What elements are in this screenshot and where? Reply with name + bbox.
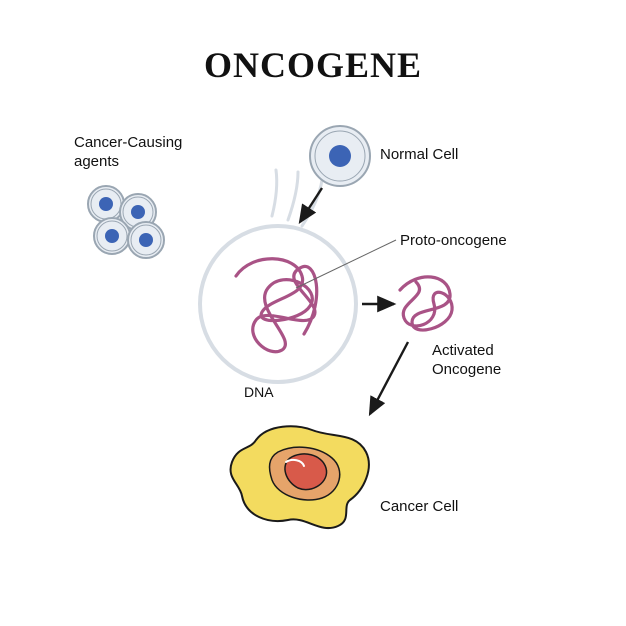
normal-to-dna-arrow — [300, 188, 322, 222]
cancer-cell-icon — [231, 426, 369, 528]
diagram-stage: ONCOGENE Cancer-Causing agents Normal Ce… — [0, 0, 626, 626]
cancer-causing-agents-icon — [88, 186, 164, 258]
oncogene-to-cancer-arrow — [370, 342, 408, 414]
cancer-causing-agents-label: Cancer-Causing agents — [74, 134, 182, 172]
normal-cell-icon — [310, 126, 370, 186]
proto-oncogene-label: Proto-oncogene — [400, 232, 507, 251]
activated-oncogene-label: Activated Oncogene — [432, 342, 501, 380]
diagram-svg — [0, 0, 626, 626]
proto-oncogene-leader-line — [296, 240, 396, 288]
dna-container-circle-icon — [200, 226, 356, 382]
activated-oncogene-icon — [400, 277, 452, 330]
normal-cell-label: Normal Cell — [380, 146, 458, 165]
cancer-cell-label: Cancer Cell — [380, 498, 458, 517]
dna-label: DNA — [244, 384, 274, 402]
dna-tangle-icon — [236, 259, 317, 352]
